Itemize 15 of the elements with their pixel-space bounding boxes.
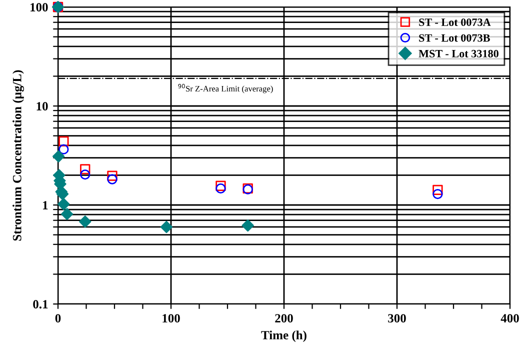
y-tick-label: 1	[43, 201, 48, 210]
legend-label: ST - Lot 0073B	[419, 34, 490, 42]
y-tick-label: 100	[30, 3, 48, 12]
y-axis-title: Strontium Concentration (µg/L)	[12, 70, 24, 241]
ref-line-label: $^{90}$Sr Z-Area Limit (average)	[178, 84, 273, 94]
x-tick-label: 300	[388, 314, 406, 323]
x-axis-title: Time (h)	[261, 330, 306, 342]
legend-label: ST - Lot 0073A	[419, 18, 491, 26]
legend-label: MST - Lot 33180	[418, 50, 498, 58]
x-tick-label: 0	[55, 314, 61, 323]
x-tick-label: 200	[275, 314, 293, 323]
x-tick-label: 400	[500, 314, 519, 323]
y-tick-label: 10	[36, 102, 48, 110]
y-tick-label: 0.1	[33, 300, 48, 309]
x-tick-label: 100	[162, 314, 180, 323]
